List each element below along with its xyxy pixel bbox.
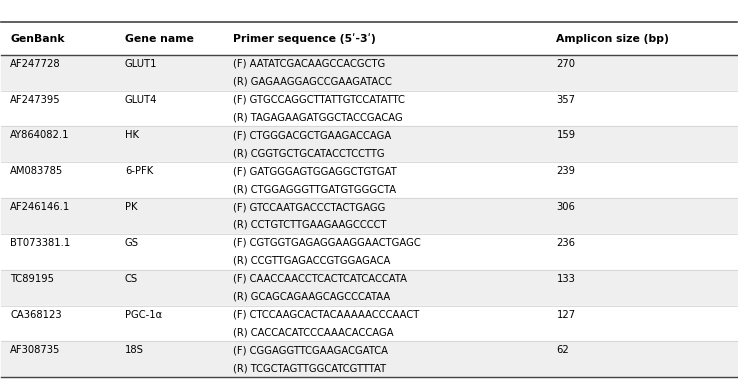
Text: (R) CTGGAGGGTTGATGTGGGCTA: (R) CTGGAGGGTTGATGTGGGCTA xyxy=(233,184,396,194)
Text: TC89195: TC89195 xyxy=(10,274,54,284)
Text: (F) AATATCGACAAGCCACGCTG: (F) AATATCGACAAGCCACGCTG xyxy=(233,59,385,69)
Text: Amplicon size (bp): Amplicon size (bp) xyxy=(556,33,669,43)
Text: (F) GTCCAATGACCCTACTGAGG: (F) GTCCAATGACCCTACTGAGG xyxy=(233,202,385,212)
Text: 236: 236 xyxy=(556,238,576,248)
Bar xyxy=(1,22,737,55)
Text: (F) CGGAGGTTCGAAGACGATCA: (F) CGGAGGTTCGAAGACGATCA xyxy=(233,345,388,356)
Text: Gene name: Gene name xyxy=(125,33,194,43)
Bar xyxy=(1,341,737,377)
Text: Primer sequence (5ʹ-3ʹ): Primer sequence (5ʹ-3ʹ) xyxy=(233,33,376,44)
Text: CS: CS xyxy=(125,274,138,284)
Bar xyxy=(1,55,737,91)
Text: 159: 159 xyxy=(556,131,576,141)
Text: (R) TAGAGAAGATGGCTACCGACAG: (R) TAGAGAAGATGGCTACCGACAG xyxy=(233,113,403,122)
Text: (F) GATGGGAGTGGAGGCTGTGAT: (F) GATGGGAGTGGAGGCTGTGAT xyxy=(233,166,397,176)
Bar xyxy=(1,270,737,306)
Text: AF246146.1: AF246146.1 xyxy=(10,202,70,212)
Text: 133: 133 xyxy=(556,274,576,284)
Text: 239: 239 xyxy=(556,166,576,176)
Text: AF247395: AF247395 xyxy=(10,94,61,104)
Text: 357: 357 xyxy=(556,94,576,104)
Text: PK: PK xyxy=(125,202,137,212)
Bar xyxy=(1,306,737,341)
Text: 62: 62 xyxy=(556,345,569,356)
Text: (R) GAGAAGGAGCCGAAGATACC: (R) GAGAAGGAGCCGAAGATACC xyxy=(233,77,392,87)
Text: (F) CAACCAACCTCACTCATCACCATA: (F) CAACCAACCTCACTCATCACCATA xyxy=(233,274,407,284)
Text: (F) CTCCAAGCACTACAAAAACCCAACT: (F) CTCCAAGCACTACAAAAACCCAACT xyxy=(233,310,419,319)
Bar xyxy=(1,91,737,126)
Text: 270: 270 xyxy=(556,59,576,69)
Text: AM083785: AM083785 xyxy=(10,166,63,176)
Text: (F) CTGGGACGCTGAAGACCAGA: (F) CTGGGACGCTGAAGACCAGA xyxy=(233,131,391,141)
Text: GLUT1: GLUT1 xyxy=(125,59,157,69)
Text: 18S: 18S xyxy=(125,345,144,356)
Text: PGC-1α: PGC-1α xyxy=(125,310,162,319)
Text: AY864082.1: AY864082.1 xyxy=(10,131,69,141)
Text: (R) CCTGTCTTGAAGAAGCCCCT: (R) CCTGTCTTGAAGAAGCCCCT xyxy=(233,220,387,230)
Bar xyxy=(1,198,737,234)
Bar xyxy=(1,126,737,162)
Text: (R) GCAGCAGAAGCAGCCCATAA: (R) GCAGCAGAAGCAGCCCATAA xyxy=(233,291,390,302)
Bar xyxy=(1,234,737,270)
Text: (R) CCGTTGAGACCGTGGAGACA: (R) CCGTTGAGACCGTGGAGACA xyxy=(233,256,390,266)
Text: GS: GS xyxy=(125,238,139,248)
Text: HK: HK xyxy=(125,131,139,141)
Bar xyxy=(1,162,737,198)
Text: BT073381.1: BT073381.1 xyxy=(10,238,70,248)
Text: 6-PFK: 6-PFK xyxy=(125,166,154,176)
Text: AF247728: AF247728 xyxy=(10,59,61,69)
Text: (R) TCGCTAGTTGGCATCGTTTAT: (R) TCGCTAGTTGGCATCGTTTAT xyxy=(233,363,386,373)
Text: (F) CGTGGTGAGAGGAAGGAACTGAGC: (F) CGTGGTGAGAGGAAGGAACTGAGC xyxy=(233,238,421,248)
Text: GenBank: GenBank xyxy=(10,33,65,43)
Text: CA368123: CA368123 xyxy=(10,310,62,319)
Text: 127: 127 xyxy=(556,310,576,319)
Text: (R) CACCACATCCCAAACACCAGA: (R) CACCACATCCCAAACACCAGA xyxy=(233,328,393,338)
Text: GLUT4: GLUT4 xyxy=(125,94,157,104)
Text: (R) CGGTGCTGCATACCTCCTTG: (R) CGGTGCTGCATACCTCCTTG xyxy=(233,148,384,158)
Text: AF308735: AF308735 xyxy=(10,345,61,356)
Text: (F) GTGCCAGGCTTATTGTCCATATTC: (F) GTGCCAGGCTTATTGTCCATATTC xyxy=(233,94,405,104)
Text: 306: 306 xyxy=(556,202,576,212)
